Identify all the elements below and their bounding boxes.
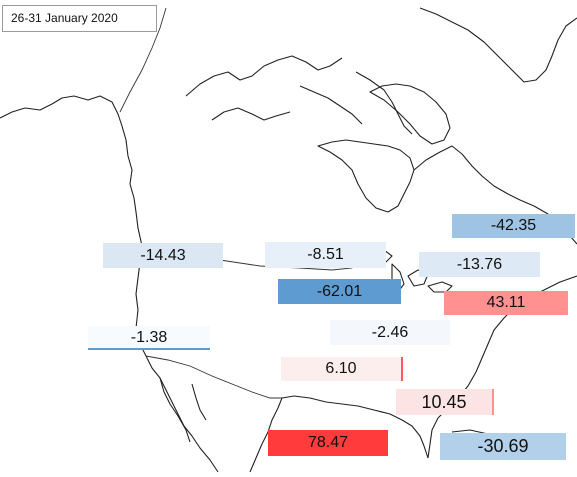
border-alaska-canada (119, 7, 167, 113)
value-label-midwest: -62.01 (278, 279, 401, 304)
value-label-west-us: -1.38 (88, 326, 210, 350)
coastline-gulf-us (281, 395, 429, 459)
map-title: 26-31 January 2020 (2, 5, 157, 32)
value-label-caribbean: -30.69 (440, 433, 566, 460)
value-label-mexico: 78.47 (268, 430, 388, 456)
coastline-pacific (135, 245, 219, 473)
value-label-southeast-us: 10.45 (396, 389, 494, 415)
value-label-great-lakes-east: -13.76 (419, 252, 540, 277)
value-label-south-central: 6.10 (281, 357, 403, 381)
value-label-northeast-us: 43.11 (444, 291, 568, 315)
coastline-northwest (0, 95, 143, 247)
value-label-north-central: -8.51 (265, 242, 386, 268)
value-label-western-canada: -14.43 (103, 243, 223, 268)
great-lakes (361, 249, 453, 293)
coastline-hudson-bay (317, 139, 415, 213)
coastline-baffin (369, 83, 451, 145)
value-label-ohio-valley: -2.46 (330, 320, 450, 345)
border-us-mexico (145, 355, 282, 399)
coastline-arctic-islands (185, 55, 413, 135)
coastline-greenland (419, 7, 577, 83)
value-label-northeast-canada: -42.35 (452, 214, 575, 238)
coastline-baja (159, 377, 207, 443)
